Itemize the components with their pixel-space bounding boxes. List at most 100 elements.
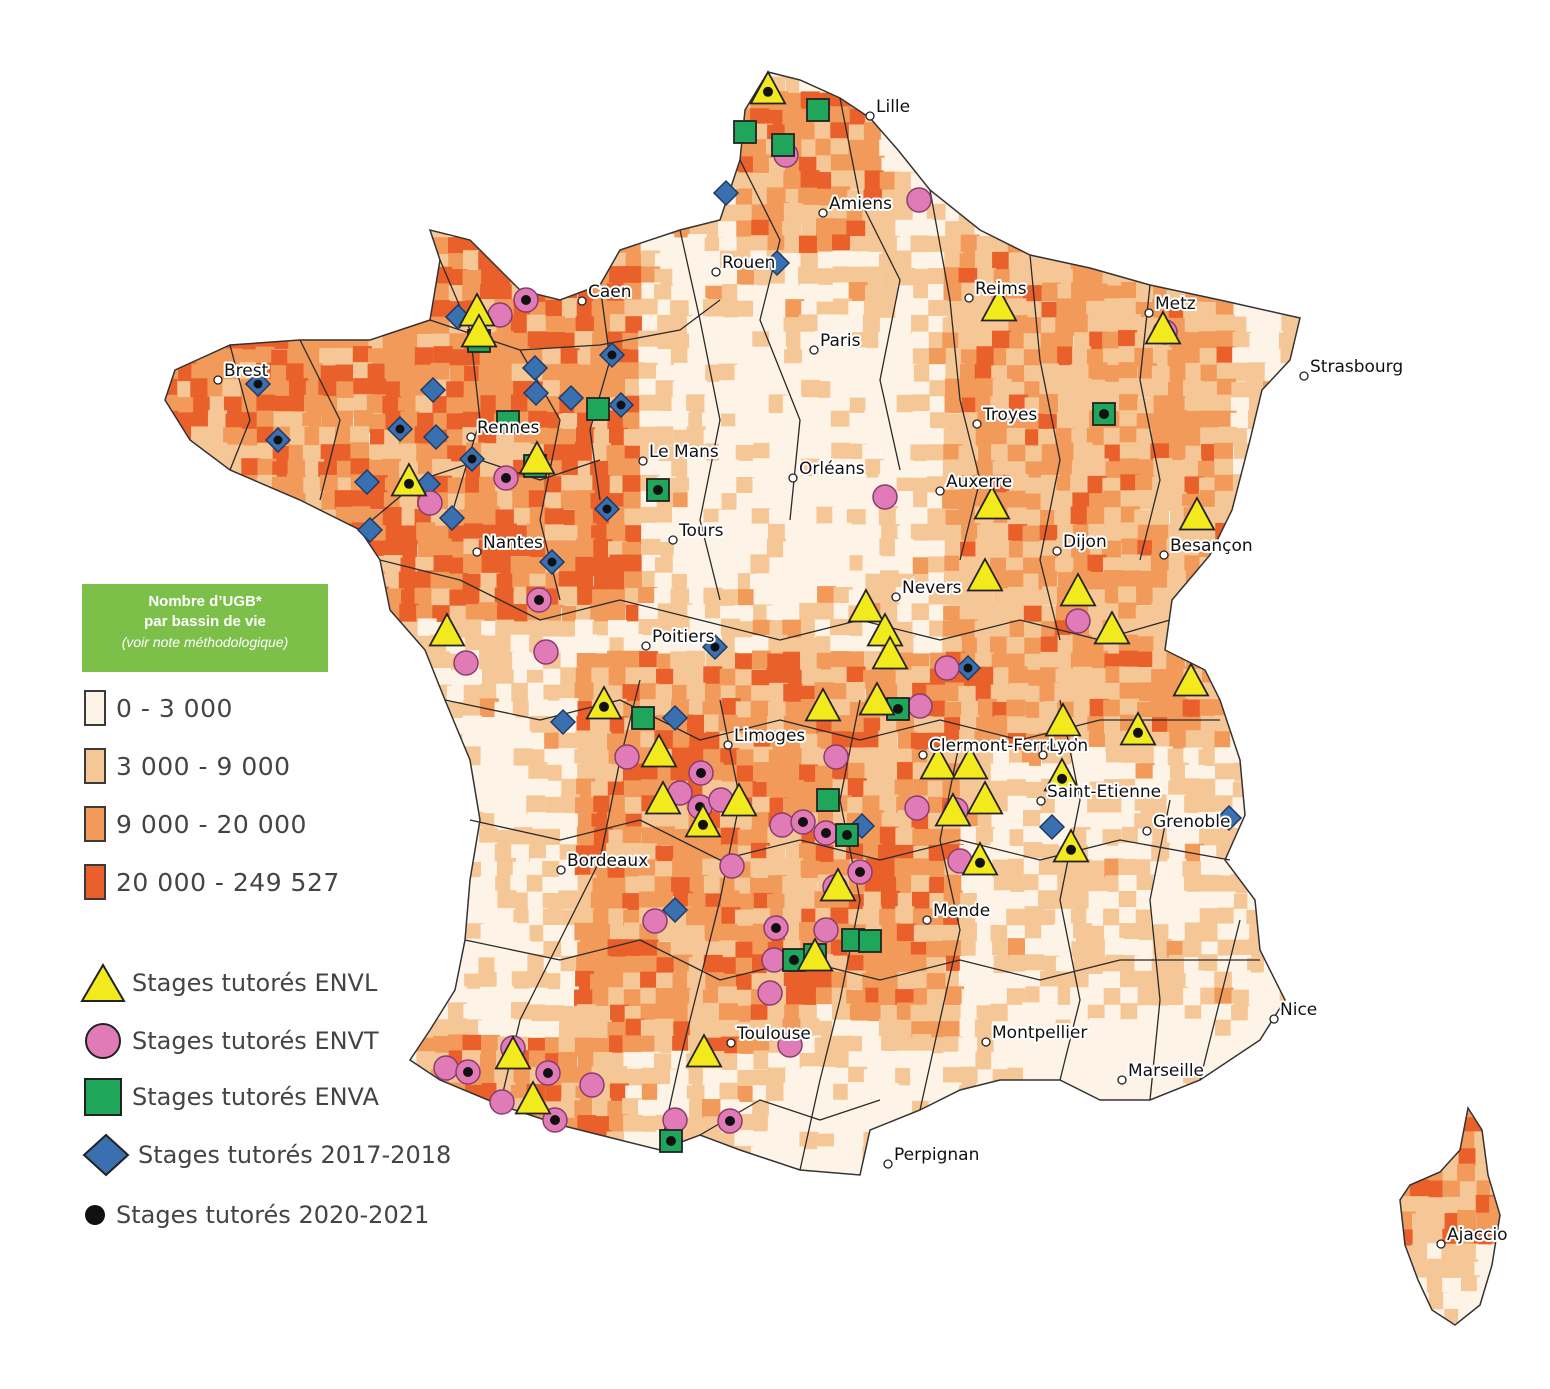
envt-circle-marker — [455, 1059, 481, 1085]
envl-triangle-marker — [640, 733, 678, 768]
city-strasbourg: Strasbourg — [1299, 355, 1405, 381]
envl-triangle-marker — [685, 1033, 723, 1068]
blue-diamond-icon — [82, 1133, 130, 1177]
envt-circle-marker — [579, 1072, 605, 1098]
envt-circle-marker — [823, 744, 849, 770]
envl-triangle-marker — [966, 780, 1004, 815]
enva-square-marker — [733, 120, 757, 144]
diamond-2017-2018-marker — [521, 354, 549, 382]
diamond-2017-2018-marker — [701, 633, 729, 661]
envl-triangle-marker — [796, 937, 834, 972]
legend-title-note: (voir note méthodologique) — [121, 634, 289, 650]
city-labels: Lille Amiens Rouen Caen Reims Metz Strasbourg P… — [213, 95, 1510, 1249]
training-site-markers — [244, 70, 1243, 1153]
pink-circle-icon — [85, 1023, 121, 1059]
diamond-2017-2018-marker — [557, 384, 585, 412]
black-dot-icon — [85, 1205, 105, 1225]
city-lyon: Lyon — [1038, 734, 1090, 760]
city-auxerre: Auxerre — [935, 470, 1014, 496]
city-marseille: Marseille — [1117, 1059, 1206, 1085]
envt-circle-marker — [763, 915, 789, 941]
envt-circle-marker — [813, 917, 839, 943]
legend-title-line1: Nombre d’UGB* — [148, 593, 262, 610]
diamond-2017-2018-marker — [712, 179, 740, 207]
envl-triangle-marker — [1144, 310, 1182, 345]
envl-triangle-marker — [684, 803, 722, 838]
envl-triangle-marker — [720, 782, 758, 817]
city-nice: Nice — [1269, 998, 1319, 1024]
city-perpignan: Perpignan — [883, 1143, 981, 1169]
envl-triangle-marker — [390, 462, 428, 497]
city-toulouse: Toulouse — [726, 1022, 813, 1048]
city-reims: Reims — [964, 277, 1029, 303]
diamond-2017-2018-marker — [264, 426, 292, 454]
legend-symbol-label: Stages tutorés ENVA — [132, 1083, 379, 1111]
envl-triangle-marker — [966, 557, 1004, 592]
envl-triangle-marker — [804, 687, 842, 722]
enva-square-marker — [858, 929, 882, 953]
envt-circle-marker — [662, 1107, 688, 1133]
enva-square-marker — [659, 1129, 683, 1153]
diamond-2017-2018-marker — [954, 654, 982, 682]
diamond-2017-2018-marker — [458, 445, 486, 473]
envt-circle-marker — [777, 1032, 803, 1058]
city-nevers: Nevers — [891, 576, 964, 602]
legend-title-line2: par bassin de vie — [144, 613, 266, 630]
envl-triangle-marker — [1172, 662, 1210, 697]
diamond-2017-2018-marker — [598, 341, 626, 369]
envl-triangle-marker — [1093, 610, 1131, 645]
envt-circle-marker — [489, 1089, 515, 1115]
legend-symbol-row: Stages tutorés ENVT — [80, 1016, 379, 1066]
envt-circle-marker — [769, 812, 795, 838]
enva-square-marker — [816, 788, 840, 812]
diamond-2017-2018-marker — [522, 379, 550, 407]
envl-triangle-marker — [1119, 711, 1157, 746]
city-le-mans: Le Mans — [638, 440, 721, 466]
envl-triangle-marker — [1059, 572, 1097, 607]
city-rouen: Rouen — [711, 251, 777, 277]
envl-triangle-marker — [585, 685, 623, 720]
green-square-icon — [84, 1078, 122, 1116]
enva-square-marker — [631, 706, 655, 730]
envl-triangle-marker — [961, 841, 999, 876]
envl-triangle-marker — [1178, 496, 1216, 531]
legend-symbol-row: Stages tutorés ENVL — [80, 958, 377, 1008]
enva-square-marker — [835, 823, 859, 847]
envl-triangle-marker — [518, 440, 556, 475]
city-bordeaux: Bordeaux — [556, 849, 650, 875]
envt-circle-marker — [614, 744, 640, 770]
envt-circle-marker — [513, 287, 539, 313]
envt-circle-marker — [1065, 608, 1091, 634]
diamond-2017-2018-marker — [593, 495, 621, 523]
envl-triangle-marker — [428, 612, 466, 647]
envt-circle-marker — [872, 484, 898, 510]
city-troyes: Troyes — [972, 403, 1039, 429]
envt-circle-marker — [533, 639, 559, 665]
envl-triangle-marker — [644, 780, 682, 815]
legend-swatch — [84, 806, 106, 842]
legend-class-label: 0 - 3 000 — [116, 693, 233, 723]
corsica — [1399, 1106, 1501, 1326]
diamond-2017-2018-marker — [386, 415, 414, 443]
city-grenoble: Grenoble — [1142, 810, 1232, 836]
legend-symbol-row: Stages tutorés ENVA — [80, 1072, 379, 1122]
diamond-2017-2018-marker — [607, 391, 635, 419]
legend-symbol-row: Stages tutorés 2017-2018 — [80, 1130, 451, 1180]
legend-swatch — [84, 690, 106, 726]
diamond-2017-2018-marker — [661, 896, 689, 924]
legend-symbol-row: Stages tutorés 2020-2021 — [80, 1190, 429, 1240]
legend-class-label: 9 000 - 20 000 — [116, 809, 307, 839]
city-lille: Lille — [865, 95, 912, 121]
envt-circle-marker — [790, 809, 816, 835]
city-mende: Mende — [922, 899, 992, 925]
diamond-2017-2018-marker — [419, 376, 447, 404]
envt-circle-marker — [813, 820, 839, 846]
envl-triangle-marker — [1052, 828, 1090, 863]
enva-square-marker — [1092, 402, 1116, 426]
envt-circle-marker — [907, 693, 933, 719]
envt-circle-marker — [453, 650, 479, 676]
envt-circle-marker — [433, 1055, 459, 1081]
envl-triangle-marker — [951, 745, 989, 780]
city-metz: Metz — [1144, 292, 1198, 318]
envt-circle-marker — [847, 859, 873, 885]
